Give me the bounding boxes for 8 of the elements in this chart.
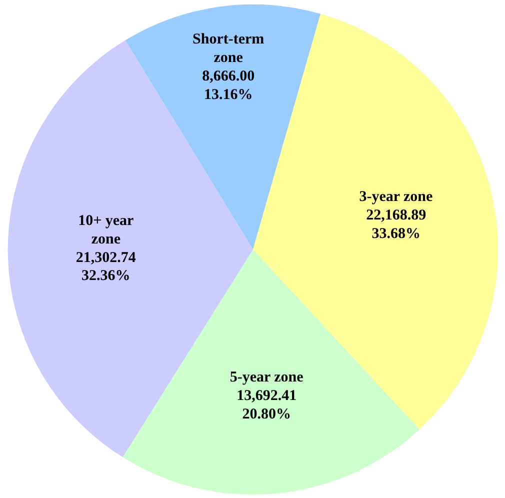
slice-label: 3-year zone <box>359 189 434 206</box>
slice-label: 5-year zone <box>230 370 304 386</box>
data-label: 13,692.41 20.80% <box>236 388 297 422</box>
data-label: 8,666.00 13.16% <box>202 68 255 103</box>
data-label: 21,302.74 32.36% <box>76 250 136 284</box>
data-label: 22,168.89 33.68% <box>366 207 426 242</box>
slice-label: Short-term zone <box>192 32 265 66</box>
slice-label: 10+ year zone <box>78 212 134 248</box>
